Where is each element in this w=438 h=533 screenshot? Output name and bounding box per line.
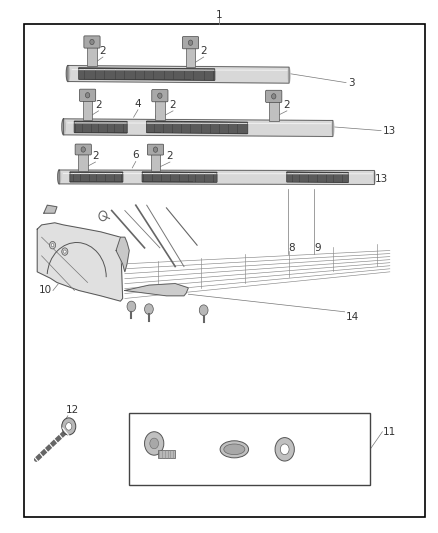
Text: 3: 3 [348,78,355,87]
Polygon shape [74,122,127,133]
Circle shape [280,444,289,455]
Polygon shape [79,68,215,80]
FancyBboxPatch shape [75,144,91,155]
Text: 10: 10 [39,286,52,295]
FancyBboxPatch shape [152,90,168,102]
Bar [186,38,195,67]
Ellipse shape [224,444,245,455]
Bar [151,146,160,171]
Text: 5: 5 [154,99,161,109]
Circle shape [145,432,164,455]
Circle shape [81,147,85,152]
Circle shape [145,304,153,314]
Text: 2: 2 [200,46,207,56]
Polygon shape [116,237,129,272]
Text: 8: 8 [288,243,295,253]
Circle shape [64,250,66,253]
Text: 11: 11 [383,427,396,437]
Polygon shape [37,223,123,301]
Circle shape [150,438,159,449]
Polygon shape [142,172,217,182]
Ellipse shape [62,119,65,135]
FancyBboxPatch shape [183,37,199,49]
Circle shape [275,438,294,461]
FancyBboxPatch shape [265,90,282,102]
Bar [129,413,370,485]
Text: 2: 2 [283,100,290,110]
Bar [83,91,92,119]
Text: 2: 2 [92,151,99,161]
Polygon shape [44,205,57,213]
Circle shape [199,305,208,316]
Text: 2: 2 [166,151,173,161]
Ellipse shape [374,172,375,183]
Polygon shape [125,284,188,296]
Circle shape [66,423,72,430]
Circle shape [90,39,94,45]
Polygon shape [64,119,333,136]
Text: 1: 1 [215,10,223,20]
Text: 4: 4 [134,99,141,109]
Ellipse shape [58,170,60,184]
Ellipse shape [288,68,290,82]
Ellipse shape [220,441,249,458]
Ellipse shape [332,122,334,135]
Circle shape [51,244,54,247]
Bar [269,92,279,120]
Polygon shape [287,172,348,182]
FancyBboxPatch shape [84,36,100,48]
Polygon shape [68,66,289,83]
Circle shape [153,147,158,152]
Circle shape [49,241,56,249]
Bar [155,91,165,120]
Text: 13: 13 [374,174,388,183]
Text: 2: 2 [95,100,102,110]
Circle shape [85,93,90,98]
Bar [158,450,175,458]
Text: 9: 9 [314,243,321,253]
Ellipse shape [66,66,70,82]
Circle shape [272,94,276,99]
FancyBboxPatch shape [80,89,95,101]
FancyBboxPatch shape [147,144,163,155]
Bar [87,37,97,66]
Circle shape [62,248,68,255]
Circle shape [158,93,162,99]
Polygon shape [59,170,374,184]
Text: 2: 2 [170,100,177,110]
Text: 2: 2 [99,46,106,56]
Circle shape [127,301,136,312]
Circle shape [62,418,76,435]
Polygon shape [147,122,247,134]
Text: 6: 6 [132,150,139,160]
Bar [78,146,88,171]
Text: 14: 14 [346,312,359,322]
Text: 7: 7 [151,150,158,160]
Text: 13: 13 [383,126,396,135]
Text: 12: 12 [66,405,79,415]
Circle shape [188,40,193,45]
Polygon shape [70,172,123,182]
